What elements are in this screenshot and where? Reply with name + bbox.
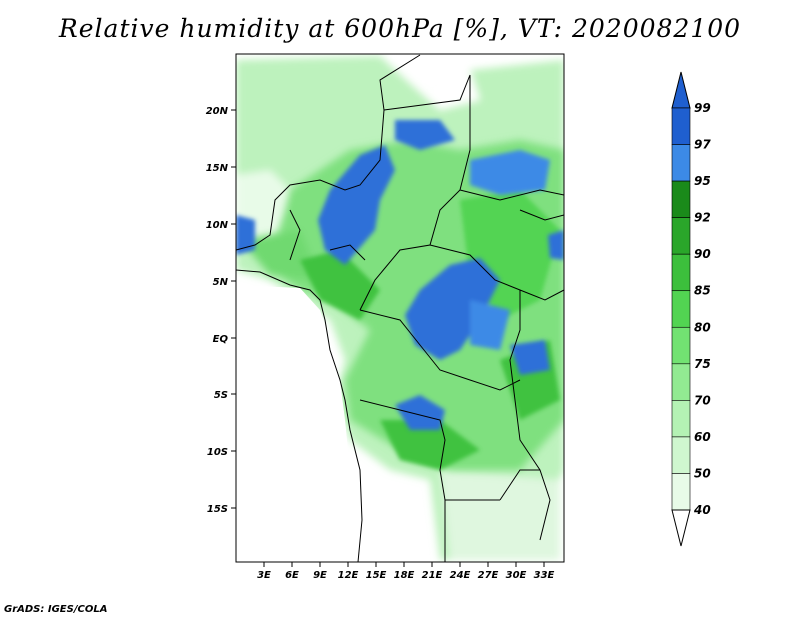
colorbar-cell (671, 363, 691, 401)
lat-tick-15s: 15S (207, 504, 236, 515)
svg-text:15S: 15S (207, 504, 228, 515)
svg-text:10N: 10N (206, 220, 229, 231)
svg-text:5S: 5S (214, 390, 228, 401)
colorbar-cell (671, 144, 691, 182)
country-borders (236, 54, 564, 562)
lon-tick-24e: 24E (450, 562, 471, 581)
svg-text:10S: 10S (207, 447, 228, 458)
svg-text:33E: 33E (534, 570, 555, 581)
latitude-axis: 20N 15N 10N 5N EQ 5S 10S 15S (206, 106, 236, 515)
map-title: Relative humidity at 600hPa [%], VT: 202… (58, 14, 742, 43)
colorbar-label: 92 (694, 211, 711, 225)
grads-credit: GrADS: IGES/COLA (4, 604, 108, 615)
colorbar-label: 99 (694, 101, 711, 115)
lon-tick-6e: 6E (285, 562, 299, 581)
colorbar-bottom-arrow (671, 509, 691, 547)
humidity-field (236, 54, 564, 562)
lon-tick-12e: 12E (338, 562, 359, 581)
svg-text:18E: 18E (394, 570, 415, 581)
colorbar-cell (671, 290, 691, 328)
lon-tick-3e: 3E (257, 562, 271, 581)
svg-text:12E: 12E (338, 570, 359, 581)
colorbar-cell (671, 180, 691, 218)
colorbar-cell (671, 326, 691, 365)
svg-text:5N: 5N (213, 277, 229, 288)
colorbar-label: 40 (693, 503, 711, 517)
colorbar-label: 60 (694, 430, 711, 444)
lat-tick-10n: 10N (206, 220, 236, 231)
lon-tick-33e: 33E (534, 562, 555, 581)
colorbar-cell (671, 253, 691, 292)
colorbar-label: 95 (694, 174, 711, 188)
colorbar-cell (671, 107, 691, 145)
svg-text:30E: 30E (506, 570, 527, 581)
svg-text:27E: 27E (478, 570, 499, 581)
svg-text:6E: 6E (285, 570, 299, 581)
lon-tick-21e: 21E (422, 562, 443, 581)
lat-tick-5s: 5S (214, 390, 236, 401)
lat-tick-20n: 20N (206, 106, 236, 117)
lat-tick-eq: EQ (213, 334, 236, 345)
colorbar-label: 50 (694, 466, 711, 480)
lon-tick-9e: 9E (313, 562, 327, 581)
colorbar-label: 75 (694, 357, 711, 371)
lon-tick-30e: 30E (506, 562, 527, 581)
colorbar-label: 80 (694, 320, 711, 334)
lat-tick-15n: 15N (206, 163, 236, 174)
svg-text:15N: 15N (206, 163, 229, 174)
svg-text:15E: 15E (366, 570, 387, 581)
colorbar-cell (671, 436, 691, 474)
colorbar-label: 97 (694, 138, 711, 152)
colorbar-top-arrow (671, 71, 691, 109)
svg-text:21E: 21E (422, 570, 443, 581)
colorbar-label: 85 (694, 284, 711, 298)
lon-tick-18e: 18E (394, 562, 415, 581)
lat-tick-5n: 5N (213, 277, 236, 288)
colorbar-cell (671, 473, 691, 511)
lat-tick-10s: 10S (207, 447, 236, 458)
svg-text:20N: 20N (206, 106, 229, 117)
svg-text:EQ: EQ (213, 334, 229, 345)
colorbar: 99 97 95 92 90 85 80 75 70 60 50 40 (671, 71, 711, 547)
lon-tick-27e: 27E (478, 562, 499, 581)
colorbar-label: 70 (694, 393, 711, 407)
svg-text:24E: 24E (450, 570, 471, 581)
lon-tick-15e: 15E (366, 562, 387, 581)
longitude-axis: 3E 6E 9E 12E 15E 18E 21E 24E 27E 30E 33E (257, 562, 555, 581)
map-frame (235, 53, 565, 563)
colorbar-cell (671, 217, 691, 255)
colorbar-label: 90 (694, 247, 711, 261)
svg-text:9E: 9E (313, 570, 327, 581)
colorbar-cell (671, 400, 691, 438)
svg-text:3E: 3E (257, 570, 271, 581)
